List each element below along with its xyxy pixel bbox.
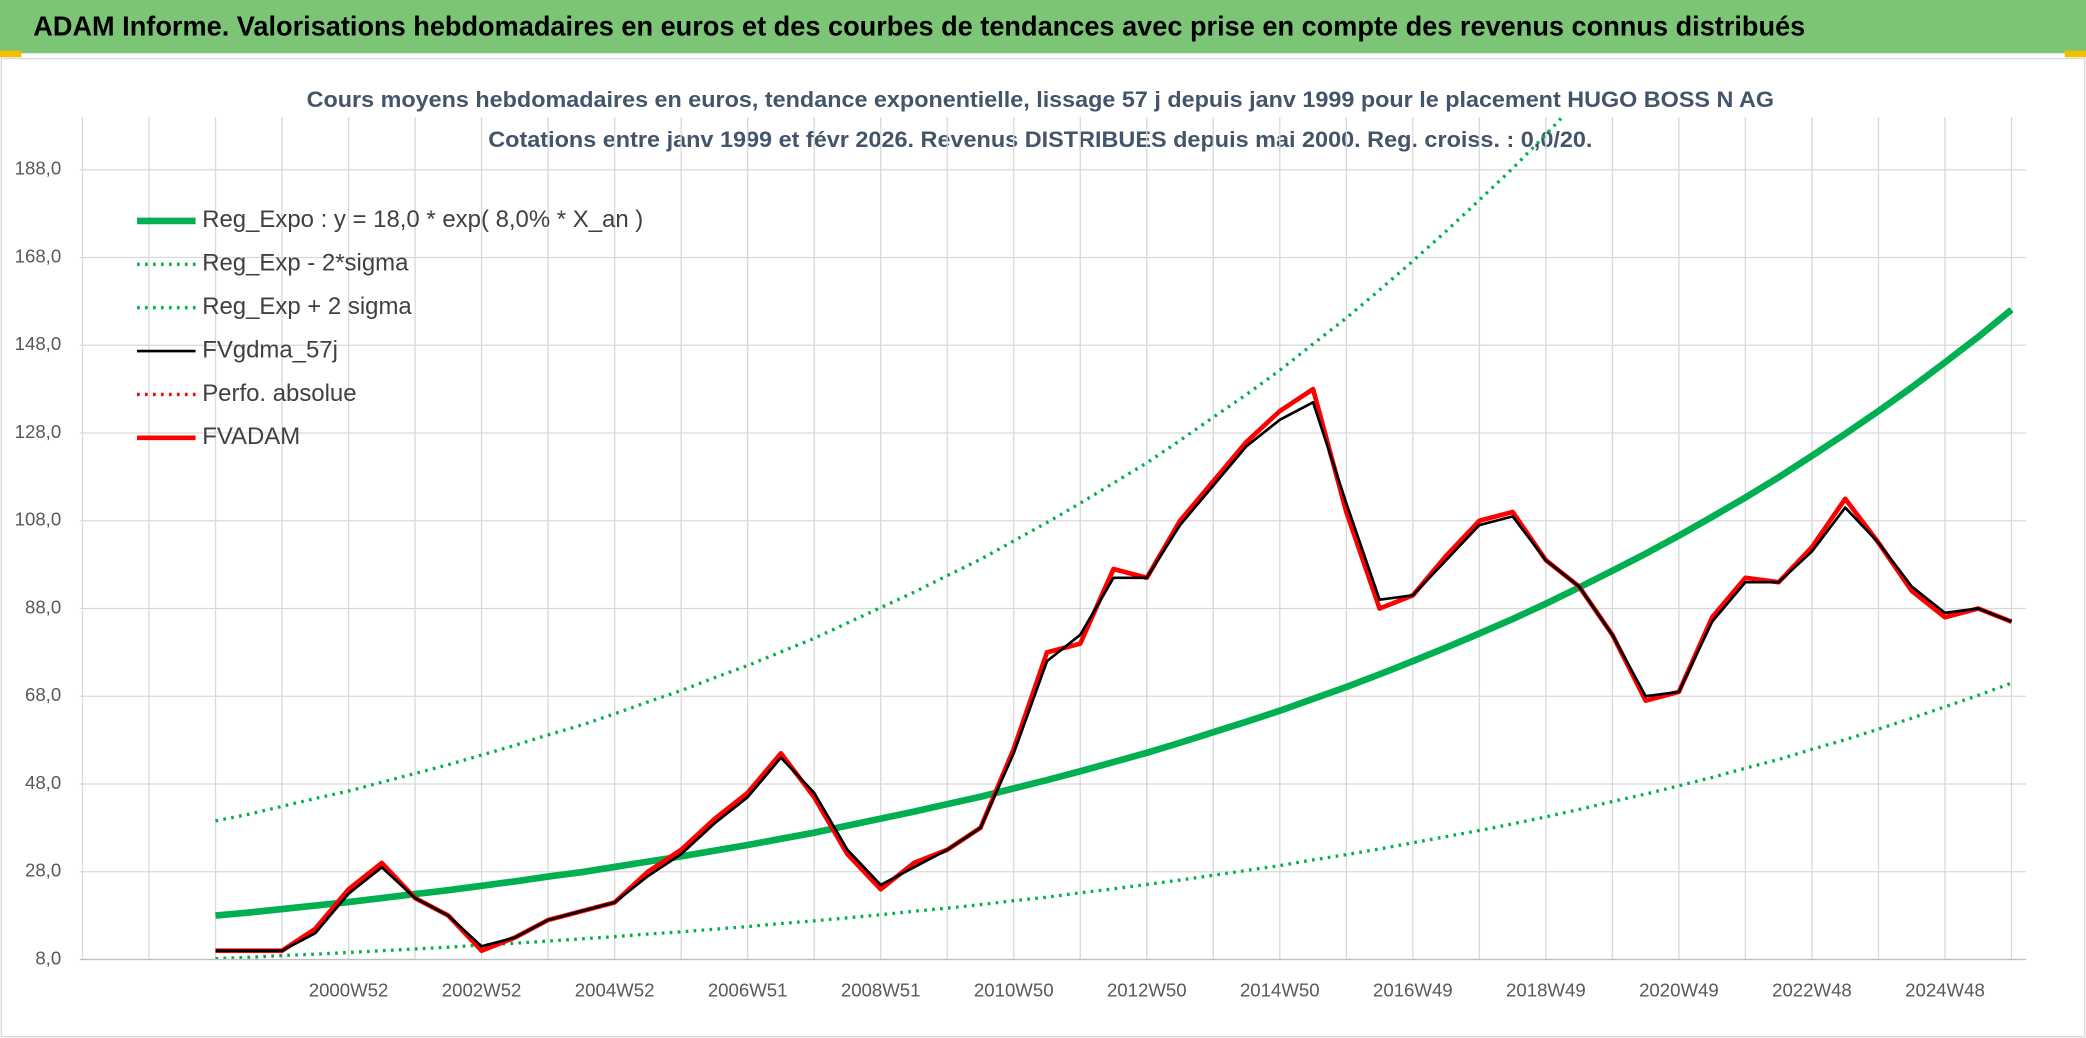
series-line <box>215 681 2013 960</box>
legend-label: FVgdma_57j <box>202 336 338 363</box>
legend-label: FVADAM <box>202 423 300 450</box>
x-tick-label: 2024W48 <box>1905 979 1985 1000</box>
corner-mark <box>0 50 22 58</box>
legend-label: Reg_Expo : y = 18,0 * exp( 8,0% * X_an ) <box>202 206 643 233</box>
x-tick-label: 2012W50 <box>1107 979 1187 1000</box>
x-tick-label: 2002W52 <box>442 979 522 1000</box>
x-tick-label: 2006W51 <box>708 979 788 1000</box>
y-tick-label: 88,0 <box>25 596 61 617</box>
series-line <box>215 400 2012 953</box>
x-tick-label: 2016W49 <box>1373 979 1453 1000</box>
x-tick-label: 2022W48 <box>1772 979 1852 1000</box>
legend-label: Perfo. absolue <box>202 380 356 407</box>
x-tick-label: 2008W51 <box>841 979 921 1000</box>
chart-subtitle: Cours moyens hebdomadaires en euros, ten… <box>307 87 1774 112</box>
x-tick-label: 2010W50 <box>974 979 1054 1000</box>
title-bar <box>0 0 2086 54</box>
y-tick-label: 188,0 <box>15 158 62 179</box>
y-tick-label: 168,0 <box>15 245 62 266</box>
y-tick-label: 128,0 <box>15 421 62 442</box>
y-tick-label: 108,0 <box>15 509 62 530</box>
x-tick-label: 2020W49 <box>1639 979 1719 1000</box>
x-tick-label: 2004W52 <box>575 979 655 1000</box>
legend-label: Reg_Exp - 2*sigma <box>202 250 409 277</box>
x-tick-label: 2014W50 <box>1240 979 1320 1000</box>
legend-label: Reg_Exp + 2 sigma <box>202 293 412 320</box>
axes: 8,0 28,0 48,0 68,0 88,0 108,0 128,0 148,0 168,0 1… <box>15 158 2027 1000</box>
plot-lines <box>215 117 2014 960</box>
y-tick-label: 8,0 <box>35 947 61 968</box>
y-tick-label: 148,0 <box>15 333 62 354</box>
x-tick-label: 2000W52 <box>309 979 389 1000</box>
y-tick-label: 28,0 <box>25 860 61 881</box>
y-tick-label: 48,0 <box>25 772 61 793</box>
y-tick-label: 68,0 <box>25 684 61 705</box>
chart-subtitle: Cotations entre janv 1999 et févr 2026. … <box>488 127 1592 152</box>
chart-title: ADAM Informe. Valorisations hebdomadaire… <box>33 10 1805 41</box>
series-line <box>215 307 2014 919</box>
chart-frame <box>0 57 2086 1038</box>
x-tick-label: 2018W49 <box>1506 979 1586 1000</box>
corner-mark <box>2064 50 2086 58</box>
